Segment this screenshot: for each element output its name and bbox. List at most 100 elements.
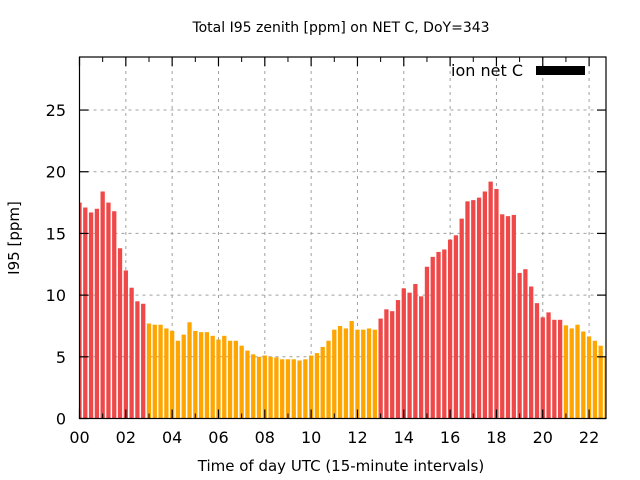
x-axis-label: Time of day UTC (15-minute intervals) (197, 457, 484, 475)
bar (170, 330, 175, 419)
bar (332, 329, 337, 419)
bar (529, 286, 534, 419)
x-tick-label: 16 (440, 428, 460, 447)
bar (465, 201, 470, 419)
bar (146, 323, 152, 419)
tick-marks (78, 57, 606, 420)
bar (586, 336, 592, 419)
bar (563, 325, 569, 419)
bar (106, 202, 111, 419)
bar (280, 359, 285, 419)
bar (100, 191, 105, 419)
bar (349, 321, 354, 419)
legend-label: ion net C (451, 61, 523, 80)
x-tick-label: 20 (533, 428, 553, 447)
axes (78, 56, 607, 420)
bar (314, 353, 320, 419)
bar (419, 296, 424, 419)
bar (233, 340, 238, 419)
bar (361, 329, 366, 419)
bar (135, 301, 140, 419)
bar (390, 311, 395, 419)
bar (424, 266, 430, 419)
bar (187, 322, 192, 419)
bar (227, 340, 233, 419)
bar (198, 332, 204, 419)
bar (436, 251, 441, 419)
bar (598, 345, 603, 419)
chart-title: Total I95 zenith [ppm] on NET C, DoY=343 (191, 20, 489, 36)
bar (581, 331, 586, 419)
y-axis-label: I95 [ppm] (5, 201, 23, 275)
bar (245, 350, 250, 419)
bar (274, 357, 279, 419)
bar (488, 181, 493, 419)
x-tick-label: 12 (347, 428, 367, 447)
bar (355, 329, 360, 419)
bar (384, 309, 389, 419)
bar (505, 216, 511, 419)
bar (268, 356, 273, 419)
bar (88, 212, 94, 419)
y-tick-label: 20 (46, 163, 66, 182)
bar (256, 356, 262, 419)
bar (372, 329, 377, 419)
bar (117, 248, 123, 419)
bar (366, 328, 372, 419)
y-tick-label: 0 (56, 410, 66, 429)
y-tick-labels: 0 5 10 15 20 25 (46, 101, 66, 428)
x-tick-label: 00 (69, 428, 89, 447)
bar (546, 312, 551, 419)
bar (158, 324, 163, 419)
bar (471, 200, 476, 419)
bar (459, 218, 464, 419)
y-tick-label: 5 (56, 348, 66, 367)
bar (262, 355, 267, 419)
bar (523, 269, 528, 419)
y-tick-label: 15 (46, 224, 66, 243)
bar (517, 272, 522, 419)
bar (343, 328, 349, 419)
bar (141, 303, 146, 419)
x-tick-label: 10 (301, 428, 321, 447)
bar (482, 191, 487, 419)
legend-swatch (536, 66, 585, 75)
bar (395, 300, 401, 419)
bar (534, 303, 540, 419)
bar (239, 345, 244, 419)
bar (123, 270, 128, 419)
x-tick-label: 06 (208, 428, 228, 447)
bar (152, 324, 157, 419)
bar (337, 325, 343, 419)
bar (476, 197, 482, 419)
bar (453, 235, 459, 419)
bar (557, 319, 563, 419)
bar (494, 189, 499, 419)
bar (164, 328, 169, 419)
bar (210, 335, 215, 419)
bar (112, 211, 117, 419)
bars (79, 181, 606, 419)
bar (303, 359, 308, 419)
bar (79, 202, 82, 419)
bar (442, 249, 447, 419)
bar (413, 284, 418, 419)
bar (222, 335, 227, 419)
bar (320, 346, 325, 419)
bar (569, 328, 574, 419)
plot-border (78, 56, 607, 420)
bar (447, 239, 453, 419)
bar (181, 334, 186, 419)
x-tick-label: 02 (116, 428, 136, 447)
x-tick-labels: 00 02 04 06 08 10 12 14 16 18 20 22 (69, 428, 599, 447)
bar (401, 288, 406, 419)
bar (204, 332, 210, 419)
bar (285, 359, 291, 419)
bar (297, 360, 302, 419)
bar (430, 256, 435, 419)
bar (378, 318, 383, 419)
y-tick-label: 10 (46, 286, 66, 305)
bar (308, 355, 314, 419)
bar (175, 340, 181, 419)
